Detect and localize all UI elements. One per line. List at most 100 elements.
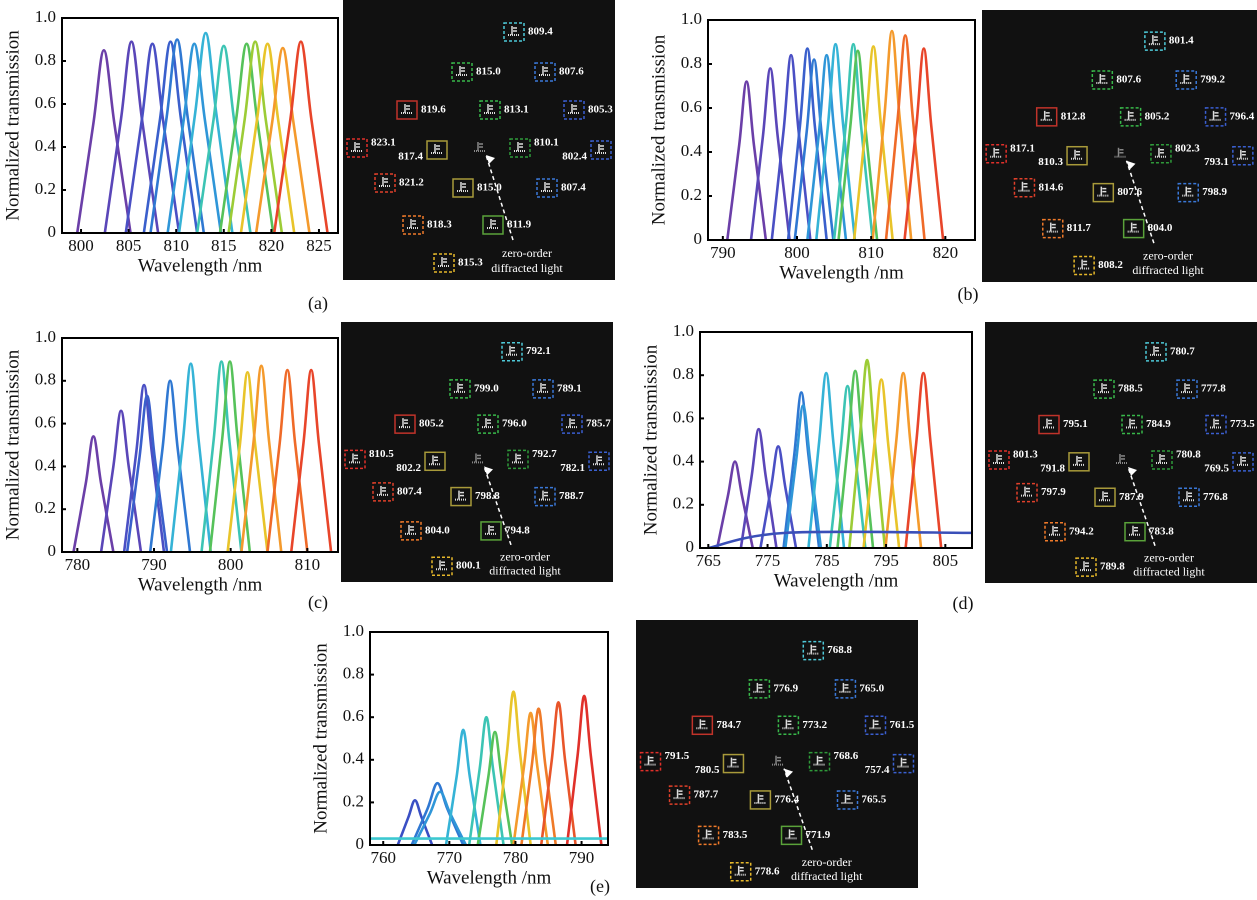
spot-label: 802.4: [562, 151, 587, 163]
spot-box: [639, 751, 662, 772]
curve: [512, 711, 550, 845]
spot-label: 805.2: [1145, 110, 1170, 122]
spot-box: [374, 173, 396, 193]
spot-label: 794.8: [505, 524, 530, 536]
x-tick-label: 765: [696, 551, 722, 570]
spot-box: [1068, 452, 1090, 472]
spot-box: [1178, 487, 1200, 507]
spot-label: 791.8: [1040, 462, 1065, 474]
spot-box: [697, 825, 720, 846]
spot-label: 784.9: [1146, 418, 1171, 430]
spot-label: 802.3: [1175, 142, 1200, 154]
spot-box: [431, 556, 453, 576]
panel-background: [982, 10, 1257, 282]
annotation: diffracted light: [491, 261, 563, 275]
spot-box: [563, 100, 585, 120]
panel-label: (c): [308, 592, 328, 613]
curve: [169, 362, 213, 552]
spot-box: [1121, 414, 1143, 435]
spot-label: 792.1: [526, 345, 551, 357]
curve: [148, 379, 192, 552]
spot-label: 813.1: [504, 104, 529, 116]
spot-box: [1145, 342, 1167, 362]
plot-area: [75, 31, 329, 233]
spot-box: [1150, 144, 1172, 164]
arrow-head: [1128, 466, 1137, 476]
spot-box: [1151, 450, 1173, 470]
x-tick-label: 790: [141, 555, 167, 574]
panel-label: (d): [953, 593, 974, 614]
curve: [125, 394, 169, 552]
spot-label: 805.2: [419, 418, 444, 430]
arrow-head: [1126, 160, 1136, 170]
x-tick-label: 815: [211, 236, 237, 255]
arrow: [485, 154, 514, 241]
spot-label: 817.1: [1010, 142, 1035, 154]
curve: [289, 368, 333, 552]
spot-label: 782.1: [560, 462, 585, 474]
curve: [848, 358, 887, 548]
spot-label: 810.5: [369, 448, 394, 460]
curve: [226, 370, 269, 552]
spot-box: [344, 449, 366, 470]
curve: [467, 715, 505, 845]
spot-label: 761.5: [889, 719, 914, 731]
panel-label: (e): [590, 876, 610, 897]
spot-box: [1073, 255, 1095, 276]
y-tick-label: 0.2: [343, 791, 364, 810]
x-tick-label: 785: [814, 551, 840, 570]
arrow: [783, 768, 813, 850]
spot-box: [346, 138, 368, 158]
y-axis-label: Normalized transmission: [2, 30, 23, 221]
spot-box: [1232, 452, 1254, 472]
annotation: zero-order: [802, 855, 852, 869]
spot-label: 801.3: [1013, 448, 1038, 460]
curve: [871, 29, 913, 240]
curve: [124, 42, 181, 233]
y-tick-label: 0.2: [35, 179, 56, 198]
spot-label: 817.4: [398, 151, 423, 163]
spot-label: 784.7: [716, 719, 741, 731]
spot-label: 812.8: [1061, 110, 1086, 122]
curve: [852, 45, 894, 240]
curve: [240, 364, 283, 552]
curve: [749, 67, 791, 240]
image-panel: 809.4 815.0 807.6 819.6 813.1 805.3 823.1817.4…: [343, 0, 615, 280]
spot-box: [808, 751, 831, 772]
spot-box: [1038, 414, 1060, 435]
y-tick-label: 1.0: [35, 327, 56, 346]
spot-label: 810.3: [1038, 156, 1063, 168]
curve: [208, 360, 252, 552]
spot-box: [433, 253, 455, 273]
spot-box: [1075, 557, 1097, 577]
spot-box: [451, 62, 473, 82]
curve: [539, 700, 577, 845]
spot-box: [892, 753, 915, 774]
panel-background: [636, 620, 918, 888]
arrow-head: [784, 768, 794, 778]
spot-label: 796.4: [1230, 110, 1255, 122]
spot-box: [480, 521, 502, 541]
spot-label: 815.0: [477, 182, 502, 194]
spot-label: 807.4: [397, 485, 422, 497]
spot-label: 798.8: [475, 490, 500, 502]
spot-label: 757.4: [865, 764, 890, 776]
spot-label: 776.8: [1203, 491, 1228, 503]
spot-box: [561, 414, 583, 434]
spot-label: 791.5: [665, 750, 690, 762]
spot-box: [394, 414, 416, 434]
spot-box: [1092, 182, 1115, 203]
spot-box: [1119, 107, 1142, 127]
y-tick-label: 1.0: [343, 621, 364, 640]
curve: [832, 42, 874, 240]
image-panel: 768.8 776.9 765.0 784.7 773.2 761.5 791.5 780.5…: [636, 620, 918, 888]
y-tick-label: 0.4: [673, 451, 695, 470]
curve: [195, 44, 252, 233]
y-tick-label: 0.4: [35, 455, 57, 474]
spot-label: 796.0: [502, 418, 527, 430]
spot-label: 809.4: [528, 26, 553, 38]
x-tick-label: 780: [65, 555, 91, 574]
spot-box: [1091, 70, 1114, 90]
spot-label: 768.8: [827, 644, 852, 656]
